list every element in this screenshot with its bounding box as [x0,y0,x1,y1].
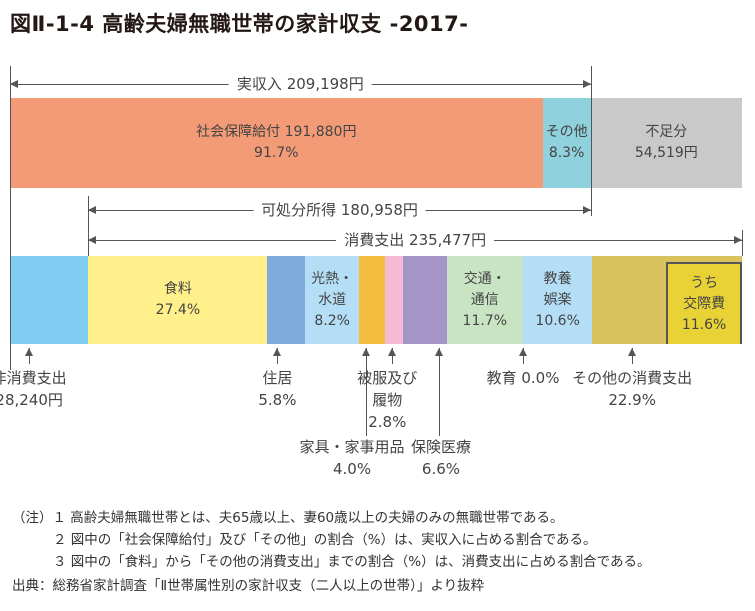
segment-label: 社会保障給付 191,880円 [196,124,357,140]
segment-label: その他 [545,124,588,140]
non-consumption-label: 非消費支出 28,240円 [0,367,67,411]
bar-segment-recreation: 教養娯楽 10.6% [523,256,593,344]
disposable-income-dimension: 可処分所得 180,958円 [88,200,591,220]
segment-label: 54,519円 [634,145,698,161]
bar-segment-furniture [358,256,386,344]
segment-label: うち [690,274,719,291]
bar-segment-entertainment: うち交際費 11.6% [666,262,742,344]
segment-label: 5.8% [258,391,297,409]
bar-segment-food: 食料 27.4% [88,256,268,344]
segment-label: 保険医療 [410,438,471,456]
segment-label: 住居 [262,369,293,387]
segment-label: 11.7% [462,312,508,329]
housing-arrow [273,348,282,364]
clothing-label: 被服及び履物 2.8% [357,367,417,433]
segment-label: 不足分 [645,124,688,140]
segment-label: 教養 [543,270,572,287]
note-3: ３ 図中の「食料」から「その他の消費支出」までの割合（%）は、消費支出に占める割… [53,554,651,570]
disposable-income-dimension-label: 可処分所得 180,958円 [253,200,426,220]
bar-segment-deficit: 不足分 54,519円 [590,98,742,188]
segment-label: 22.9% [608,391,656,409]
other-consumption-arrow [628,348,637,364]
segment-label: 28,240円 [0,391,63,409]
clothing-arrow [388,348,397,364]
bar-segment-housing [267,256,306,344]
segment-label: 履物 [372,391,403,409]
bar-segment-transport: 交通・通信 11.7% [446,256,524,344]
segment-label: その他の消費支出 [572,369,693,387]
medical-arrow [434,348,443,436]
segment-label: 光熱・ [311,270,354,287]
segment-label: 通信 [470,291,499,308]
bar-segment-utilities: 光熱・水道 8.2% [305,256,359,344]
segment-label: 91.7% [254,145,299,161]
segment-label: 食料 [163,281,192,297]
segment-label: 8.3% [548,145,585,161]
segment-label: 4.0% [332,460,372,478]
segment-label: 教育 0.0% [486,369,560,387]
segment-label: 家具・家事用品 [299,438,405,456]
figure-title: 図Ⅱ-1-4 高齢夫婦無職世帯の家計収支 -2017- [10,12,469,36]
medical-label: 保険医療 6.6% [411,436,471,480]
segment-label: 交通・ [463,270,506,287]
bar-segment-clothing [385,256,404,344]
segment-label: 8.2% [314,312,350,329]
bar-segment-medical [403,256,447,344]
segment-label: 6.6% [421,460,461,478]
furniture-arrow [362,348,371,436]
extent-line [742,230,743,256]
extent-line [88,196,90,256]
other-consumption-label: その他の消費支出 22.9% [572,367,692,411]
bar-segment-social: 社会保障給付 191,880円 91.7% [10,98,543,188]
segment-label: 交際費 [683,295,726,312]
housing-label: 住居 5.8% [258,367,296,411]
bar-segment-non-consumption [10,256,89,344]
note-2: ２ 図中の「社会保障給付」及び「その他」の割合（%）は、実収入に占める割合である… [53,532,597,548]
segment-label: 2.8% [368,413,407,431]
segment-label: 11.6% [681,316,727,333]
education-arrow [519,348,528,364]
segment-label: 非消費支出 [0,369,67,387]
non-consumption-arrow [25,348,34,364]
extent-line [10,66,11,370]
consumption-dimension-label: 消費支出 235,477円 [336,230,495,250]
segment-label: 水道 [318,291,347,308]
segment-label: 被服及び [357,369,418,387]
consumption-dimension: 消費支出 235,477円 [88,230,742,250]
income-total-dimension-label: 実収入 209,198円 [228,74,372,94]
bar-segment-other-income: その他 8.3% [542,98,591,188]
note-1: （注）１ 高齢夫婦無職世帯とは、夫65歳以上、妻60歳以上の夫婦のみの無職世帯で… [12,510,564,526]
source-note: 出典：総務省家計調査「Ⅱ世帯属性別の家計収支（二人以上の世帯）」より抜粋 [12,578,485,594]
extent-line [590,66,592,216]
segment-label: 娯楽 [543,291,572,308]
furniture-label: 家具・家事用品 4.0% [300,436,405,480]
education-label: 教育 0.0% [487,367,560,389]
segment-label: 10.6% [535,312,580,329]
income-total-dimension: 実収入 209,198円 [10,74,591,94]
segment-label: 27.4% [155,302,201,318]
